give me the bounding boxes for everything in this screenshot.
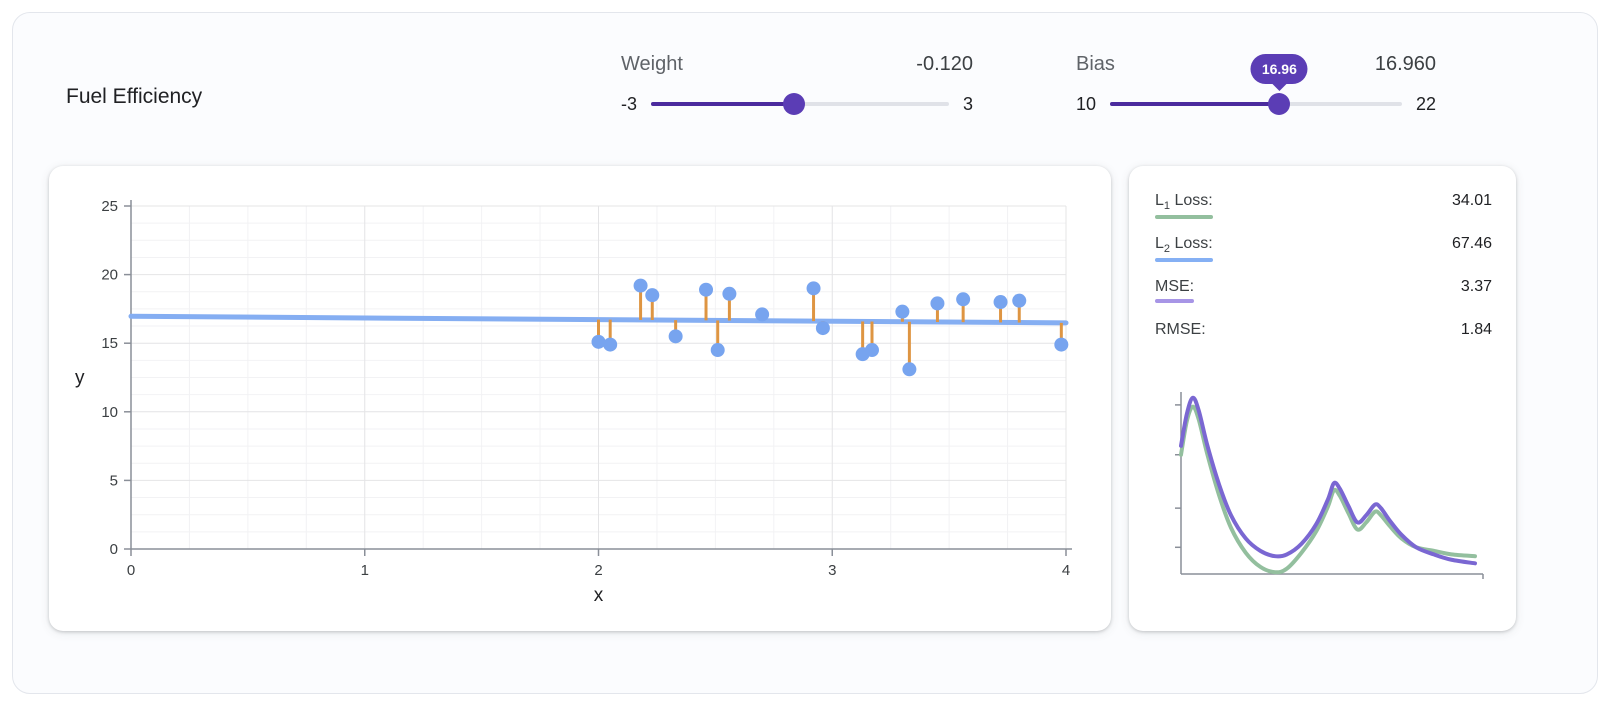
weight-min-label: -3 [621, 93, 638, 114]
weight-slider-thumb[interactable] [783, 93, 806, 115]
scatter-point [930, 296, 945, 311]
loss-row-l1: L1 Loss: 34.01 [1155, 192, 1492, 221]
loss-panel-card: L1 Loss: 34.01 L2 Loss: 67.46 MSE: 3.37 RMSE: 1… [1129, 166, 1516, 631]
loss-label-l1: L1 Loss: [1155, 192, 1213, 220]
y-tick-label: 25 [101, 198, 118, 215]
scatter-point [895, 304, 910, 319]
weight-slider-row: -3 3 [621, 92, 973, 116]
weight-slider-group: Weight -0.120 -3 3 [621, 53, 973, 116]
l1-loss-curve [1179, 404, 1477, 575]
x-axis-label: x [594, 585, 604, 606]
bias-slider-header: Bias 16.960 [1076, 53, 1436, 76]
y-tick-label: 0 [110, 541, 118, 558]
scatter-point [1012, 293, 1027, 308]
bias-slider-track[interactable]: 16.96 [1110, 54, 1402, 116]
scatter-point [645, 288, 660, 303]
scatter-point [806, 281, 821, 296]
bias-value-tooltip: 16.96 [1250, 54, 1308, 84]
y-axis-label: y [75, 368, 85, 389]
bias-slider-thumb[interactable] [1268, 93, 1291, 115]
scatter-point [668, 329, 683, 344]
scatter-chart-card: 0 5 10 15 20 25 0 1 2 3 4 y x [49, 166, 1111, 631]
scatter-point [902, 362, 917, 377]
bias-value: 16.960 [1374, 53, 1436, 75]
weight-value: -0.120 [916, 53, 973, 75]
bias-tooltip-text: 16.96 [1261, 61, 1297, 77]
scatter-point [699, 282, 714, 297]
loss-value-l1: 34.01 [1451, 192, 1492, 209]
bias-min-label: 10 [1076, 93, 1097, 114]
scatter-point [722, 286, 737, 301]
x-tick-label: 2 [594, 562, 602, 579]
y-tick-label: 15 [101, 335, 118, 352]
loss-legend-swatch-l2 [1155, 258, 1213, 263]
loss-label-l2: L2 Loss: [1155, 235, 1213, 263]
bias-slider-row: 10 16.96 22 [1076, 54, 1436, 116]
loss-label-mse: MSE: [1155, 278, 1195, 303]
bias-max-label: 22 [1415, 93, 1436, 114]
scatter-point [603, 337, 618, 352]
loss-legend-swatch-mse [1155, 299, 1195, 303]
x-tick-label: 3 [828, 562, 836, 579]
scatter-chart: 0 5 10 15 20 25 0 1 2 3 4 y x [75, 198, 1072, 606]
x-tick-label: 0 [127, 562, 135, 579]
y-tick-label: 5 [110, 472, 118, 489]
loss-label-rmse: RMSE: [1155, 321, 1206, 338]
mse-loss-curve [1179, 395, 1477, 566]
x-tick-label: 4 [1062, 562, 1070, 579]
y-tick-label: 10 [101, 404, 118, 421]
loss-row-rmse: RMSE: 1.84 [1155, 321, 1492, 350]
scatter-point [1054, 337, 1069, 352]
scatter-point [956, 292, 971, 307]
scatter-point [591, 334, 606, 349]
weight-max-label: 3 [962, 93, 973, 114]
loss-value-rmse: 1.84 [1460, 321, 1492, 338]
bias-label: Bias [1076, 53, 1115, 75]
weight-slider-header: Weight -0.120 [621, 53, 973, 76]
loss-row-mse: MSE: 3.37 [1155, 278, 1492, 307]
scatter-point [815, 321, 830, 336]
loss-row-l2: L2 Loss: 67.46 [1155, 235, 1492, 264]
weight-slider-fill [651, 102, 795, 106]
scatter-point [993, 295, 1008, 310]
loss-value-mse: 3.37 [1460, 278, 1492, 295]
scatter-point [755, 307, 770, 322]
app-frame: Fuel Efficiency Weight -0.120 -3 3 Bias … [12, 12, 1598, 694]
loss-curve-chart [1175, 392, 1484, 579]
x-tick-label: 1 [361, 562, 369, 579]
weight-label: Weight [621, 53, 683, 75]
scatter-point [633, 278, 648, 293]
loss-metrics: L1 Loss: 34.01 L2 Loss: 67.46 MSE: 3.37 RMSE: 1… [1155, 192, 1492, 364]
scatter-point [710, 343, 725, 358]
scatter-point [864, 343, 879, 358]
loss-legend-swatch-l1 [1155, 215, 1213, 220]
page-title: Fuel Efficiency [66, 85, 203, 108]
bias-slider-fill [1110, 102, 1280, 106]
y-tick-label: 20 [101, 267, 118, 284]
loss-value-l2: 67.46 [1451, 235, 1492, 252]
weight-slider-track[interactable] [651, 92, 949, 116]
bias-slider-group: Bias 16.960 10 16.96 22 [1076, 53, 1436, 116]
